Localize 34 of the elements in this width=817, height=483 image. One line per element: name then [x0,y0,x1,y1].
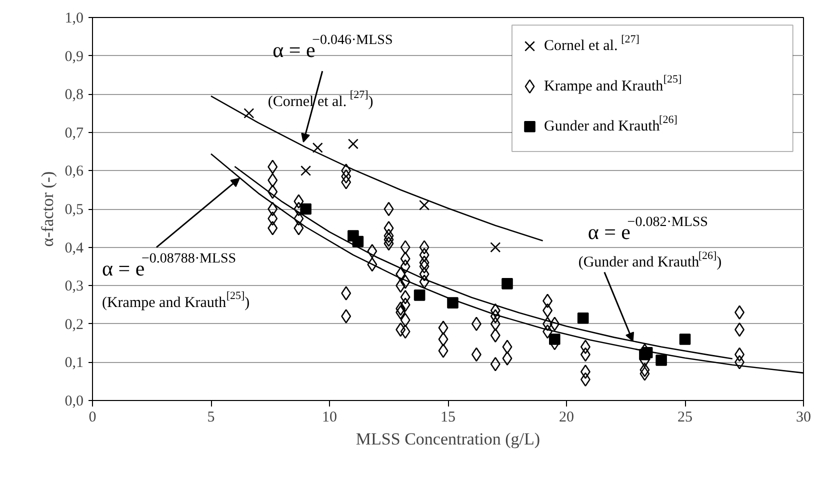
y-tick-label: 0,9 [64,48,84,65]
point [414,290,426,301]
point [352,236,364,248]
point [490,242,501,253]
x-tick-label: 30 [796,410,811,426]
point [244,108,254,118]
point [656,354,667,366]
y-tick-label: 0,2 [64,316,84,333]
point [348,138,358,150]
x-axis-title: MLSS Concentration (g/L) [356,430,540,448]
point [679,334,691,345]
x-tick-label: 25 [678,410,692,426]
point [502,278,513,290]
y-tick-label: 0,3 [64,278,84,295]
x-tick-label: 20 [559,410,574,426]
y-tick-label: 0,6 [64,164,84,180]
y-tick-label: 0,1 [64,355,84,372]
y-tick-label: 0,8 [64,87,84,104]
point [312,142,323,153]
point [419,200,430,210]
point [447,297,458,308]
point [300,165,312,176]
point [577,312,589,324]
y-tick-label: 0,5 [64,202,84,218]
y-tick-label: 0,7 [64,125,84,142]
y-tick-label: 0,4 [64,240,84,256]
x-tick-label: 15 [440,410,456,426]
x-tick-label: 5 [207,410,215,426]
legend-label: Cornel et al.[27] [544,33,640,54]
x-tick-label: 0 [88,410,96,426]
y-tick-label: 0,0 [64,394,84,410]
x-tick-label: 10 [322,410,337,426]
y-tick-label: 1,0 [64,10,84,26]
y-axis-title: α-factor (-) [38,171,57,247]
